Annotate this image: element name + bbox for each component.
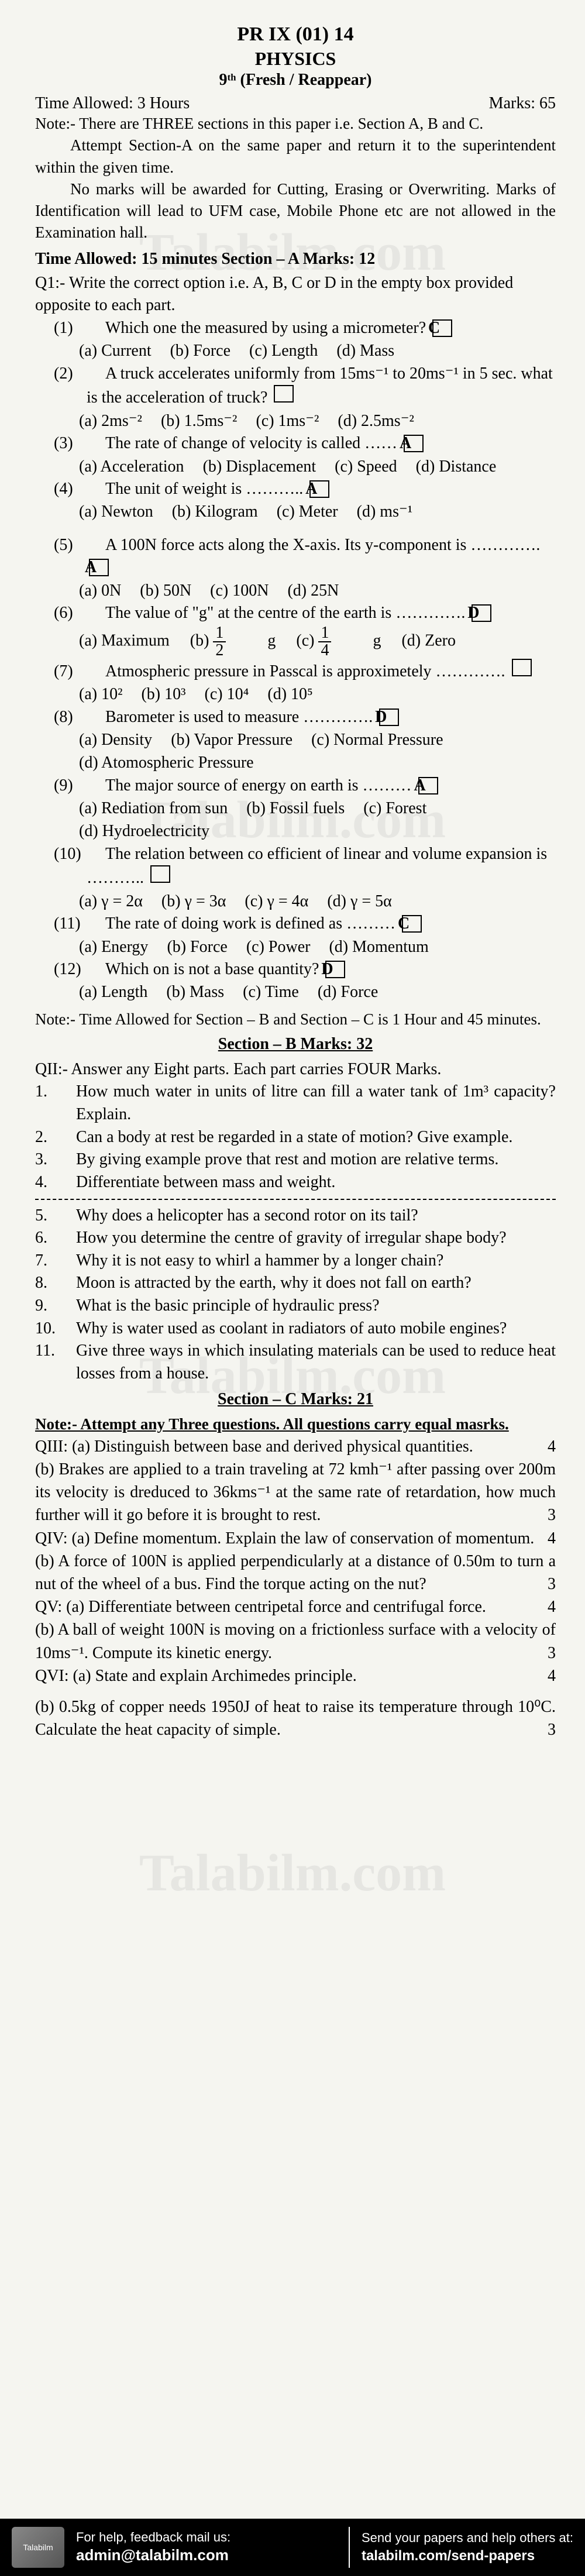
mcq-question: (4)The unit of weight is ……….. A (70, 478, 556, 501)
mcq-options: (a) Acceleration(b) Displacement(c) Spee… (79, 455, 556, 478)
q6b: (b) 0.5kg of copper needs 1950J of heat … (35, 1695, 556, 1741)
footer-send-papers: Send your papers and help others at: tal… (362, 2530, 573, 2565)
mcq-question: (3)The rate of change of velocity is cal… (70, 432, 556, 455)
q2-stem: QII:- Answer any Eight parts. Each part … (35, 1058, 556, 1081)
q4b: (b) A force of 100N is applied perpendic… (35, 1550, 556, 1595)
mcq-options: (a) Rediation from sun(b) Fossil fuels(c… (79, 797, 556, 842)
mcq-options: (a) Density(b) Vapor Pressure(c) Normal … (79, 728, 556, 774)
mcq-question: (8)Barometer is used to measure …………. D (70, 706, 556, 729)
q5a: QV: (a) Differentiate between centripeta… (35, 1595, 556, 1618)
footer-logo: Talabilm (12, 2527, 64, 2568)
watermark: Talabilm.com (139, 1843, 446, 1903)
section-b-header: Section – B Marks: 32 (35, 1035, 556, 1054)
q4a: QIV: (a) Define momentum. Explain the la… (35, 1527, 556, 1550)
answer-box: A (404, 435, 424, 452)
q6a: QVI: (a) State and explain Archimedes pr… (35, 1664, 556, 1687)
footer-help: For help, feedback mail us: admin@talabi… (76, 2529, 337, 2565)
answer-box: D (379, 709, 399, 726)
short-question: 3.By giving example prove that rest and … (35, 1148, 556, 1171)
dashed-separator (35, 1199, 556, 1200)
mcq-options: (a) 2ms⁻²(b) 1.5ms⁻²(c) 1ms⁻²(d) 2.5ms⁻² (79, 410, 556, 432)
short-question: 7.Why it is not easy to whirl a hammer b… (35, 1250, 556, 1272)
section-c-header: Section – C Marks: 21 (35, 1390, 556, 1409)
answer-box (512, 659, 532, 676)
note-3: No marks will be awarded for Cutting, Er… (35, 178, 556, 244)
mcq-options: (a) Length(b) Mass(c) Time(d) Force (79, 981, 556, 1003)
answer-box: A (309, 480, 329, 498)
answer-box: D (472, 604, 491, 622)
note-2: Attempt Section-A on the same paper and … (35, 135, 556, 178)
q3b: (b) Brakes are applied to a train travel… (35, 1458, 556, 1527)
mcq-options: (a) Current(b) Force(c) Length(d) Mass (79, 339, 556, 362)
answer-box: D (325, 961, 345, 978)
q3a: QIII: (a) Distinguish between base and d… (35, 1435, 556, 1458)
answer-box: A (418, 777, 438, 795)
short-question: 10.Why is water used as coolant in radia… (35, 1318, 556, 1340)
section-c-note: Note:- Attempt any Three questions. All … (35, 1413, 556, 1435)
grade-line: 9ᵗʰ (Fresh / Reappear) (35, 71, 556, 90)
short-question: 6.How you determine the centre of gravit… (35, 1227, 556, 1250)
short-question: 4.Differentiate between mass and weight. (35, 1171, 556, 1194)
paper-code: PR IX (01) 14 (35, 23, 556, 46)
total-marks: Marks: 65 (489, 94, 556, 113)
answer-box: C (402, 915, 422, 933)
mcq-question: (11)The rate of doing work is defined as… (70, 913, 556, 936)
mcq-options: (a) 10²(b) 10³(c) 10⁴(d) 10⁵ (79, 683, 556, 706)
short-question: 1.How much water in units of litre can f… (35, 1081, 556, 1126)
short-question: 8.Moon is attracted by the earth, why it… (35, 1272, 556, 1295)
mcq-question: (2)A truck accelerates uniformly from 15… (70, 363, 556, 410)
mcq-options: (a) Newton(b) Kilogram(c) Meter(d) ms⁻¹ (79, 500, 556, 523)
mcq-question: (6)The value of "g" at the centre of the… (70, 602, 556, 625)
footer-separator (349, 2527, 350, 2568)
mcq-question: (5)A 100N force acts along the X-axis. I… (70, 534, 556, 579)
answer-box (150, 865, 170, 883)
mcq-options: (a) Energy(b) Force(c) Power(d) Momentum (79, 936, 556, 958)
mcq-question: (10)The relation between co efficient of… (70, 843, 556, 890)
subject-title: PHYSICS (35, 48, 556, 70)
short-question: 5.Why does a helicopter has a second rot… (35, 1205, 556, 1227)
note-time-bc: Note:- Time Allowed for Section – B and … (35, 1009, 556, 1030)
mcq-question: (9)The major source of energy on earth i… (70, 775, 556, 797)
mcq-question: (12)Which on is not a base quantity? D (70, 958, 556, 981)
time-allowed: Time Allowed: 3 Hours (35, 94, 190, 113)
answer-box: C (432, 319, 452, 337)
answer-box: A (89, 559, 109, 576)
q1-stem: Q1:- Write the correct option i.e. A, B,… (35, 272, 556, 317)
answer-box (274, 385, 294, 403)
mcq-options: (a) γ = 2α(b) γ = 3α(c) γ = 4α(d) γ = 5α (79, 890, 556, 913)
q5b: (b) A ball of weight 100N is moving on a… (35, 1618, 556, 1664)
short-question: 9.What is the basic principle of hydraul… (35, 1295, 556, 1318)
mcq-question: (7)Atmospheric pressure in Passcal is ap… (70, 659, 556, 683)
short-question: 2.Can a body at rest be regarded in a st… (35, 1126, 556, 1149)
footer-bar: Talabilm For help, feedback mail us: adm… (0, 2519, 585, 2576)
mcq-options: (a) Maximum (b) 12 g (c) 14 g (d) Zero (79, 625, 556, 659)
short-question: 11.Give three ways in which insulating m… (35, 1340, 556, 1385)
note-1: Note:- There are THREE sections in this … (35, 113, 556, 135)
section-a-header: Time Allowed: 15 minutes Section – A Mar… (35, 250, 556, 269)
exam-paper-page: Talabilm.com Talabilm.com Talabilm.com T… (0, 0, 585, 2576)
mcq-question: (1)Which one the measured by using a mic… (70, 317, 556, 340)
mcq-options: (a) 0N(b) 50N(c) 100N(d) 25N (79, 579, 556, 602)
